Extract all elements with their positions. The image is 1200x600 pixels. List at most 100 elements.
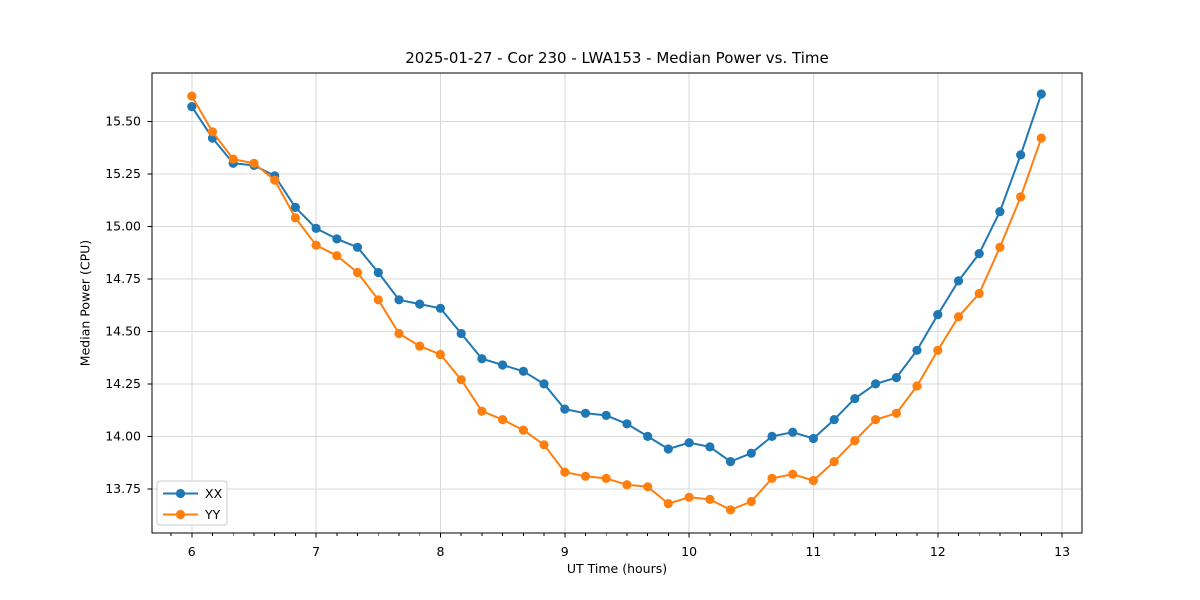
data-point-yy: [829, 457, 839, 467]
data-point-yy: [228, 154, 238, 164]
x-tick-label: 10: [681, 544, 697, 559]
data-point-yy: [290, 213, 300, 223]
data-point-yy: [560, 467, 570, 477]
data-point-xx: [891, 373, 902, 383]
data-point-yy: [270, 175, 280, 185]
data-point-yy: [850, 436, 860, 446]
data-point-xx: [684, 438, 694, 448]
data-point-xx: [518, 366, 529, 376]
data-point-xx: [622, 419, 632, 429]
data-point-yy: [539, 440, 549, 450]
legend-marker-yy: [175, 509, 186, 520]
data-point-xx: [643, 431, 653, 441]
data-point-yy: [953, 312, 964, 322]
x-tick-label: 11: [805, 544, 821, 559]
x-tick-label: 7: [312, 544, 320, 559]
data-point-xx: [705, 442, 715, 452]
data-point-yy: [1016, 192, 1026, 202]
data-point-yy: [933, 345, 943, 355]
data-point-xx: [808, 433, 819, 444]
data-point-yy: [788, 469, 798, 479]
legend-marker-xx: [175, 488, 186, 499]
data-point-xx: [850, 394, 860, 404]
x-tick-label: 6: [188, 544, 196, 559]
data-point-yy: [912, 381, 922, 391]
data-point-yy: [373, 295, 383, 305]
data-point-xx: [539, 379, 549, 389]
data-point-xx: [601, 410, 611, 420]
data-point-xx: [477, 354, 487, 364]
data-point-xx: [1016, 150, 1026, 160]
data-point-xx: [394, 295, 404, 305]
y-tick-label: 14.75: [105, 271, 141, 286]
plot-border: [151, 72, 1083, 534]
data-point-xx: [352, 242, 363, 252]
data-point-yy: [974, 288, 984, 299]
data-point-xx: [871, 379, 881, 389]
chart-title: 2025-01-27 - Cor 230 - LWA153 - Median P…: [405, 49, 829, 67]
data-point-xx: [560, 404, 570, 414]
data-point-yy: [995, 242, 1005, 252]
data-point-xx: [456, 328, 466, 339]
data-point-xx: [912, 345, 922, 355]
data-point-xx: [373, 267, 383, 278]
data-point-yy: [352, 267, 363, 278]
data-point-yy: [332, 251, 342, 261]
data-point-yy: [705, 494, 715, 504]
series-line-xx: [190, 93, 1043, 463]
data-point-yy: [518, 425, 529, 435]
data-point-xx: [311, 223, 321, 233]
x-tick-label: 13: [1054, 544, 1070, 559]
data-point-xx: [1036, 89, 1046, 99]
data-point-yy: [498, 415, 508, 425]
data-point-xx: [995, 207, 1005, 217]
legend-label-yy: YY: [204, 507, 221, 522]
data-point-yy: [311, 240, 321, 250]
data-point-xx: [746, 448, 756, 458]
data-point-yy: [643, 482, 653, 492]
data-point-xx: [767, 431, 777, 441]
x-tick-label: 12: [930, 544, 946, 559]
data-point-xx: [435, 303, 445, 313]
x-tick-label: 8: [436, 544, 444, 559]
y-tick-label: 14.50: [105, 324, 141, 339]
data-point-yy: [808, 475, 819, 486]
data-point-yy: [663, 499, 673, 509]
data-point-yy: [415, 341, 425, 351]
series-line-yy: [190, 95, 1043, 511]
data-point-yy: [187, 91, 197, 101]
data-point-yy: [435, 349, 445, 360]
data-point-yy: [249, 158, 259, 168]
x-tick-label: 9: [561, 544, 569, 559]
y-tick-label: 14.25: [105, 376, 141, 391]
data-point-yy: [725, 505, 736, 515]
data-point-yy: [1036, 133, 1046, 143]
data-point-xx: [829, 415, 839, 425]
data-point-xx: [933, 310, 943, 320]
y-tick-label: 14.00: [105, 429, 141, 444]
data-point-xx: [953, 276, 964, 286]
data-point-xx: [290, 202, 300, 212]
y-tick-label: 13.75: [105, 481, 141, 496]
data-point-yy: [871, 415, 881, 425]
data-point-yy: [394, 328, 404, 339]
data-point-yy: [580, 471, 591, 481]
data-point-xx: [663, 444, 673, 454]
data-point-yy: [477, 406, 487, 416]
data-point-yy: [746, 496, 756, 507]
y-tick-label: 15.25: [105, 166, 141, 181]
data-point-xx: [415, 299, 425, 309]
data-point-yy: [456, 375, 466, 385]
data-point-xx: [498, 360, 508, 370]
data-point-xx: [187, 102, 197, 112]
x-axis-title: UT Time (hours): [566, 561, 668, 576]
data-point-yy: [622, 480, 632, 490]
data-point-yy: [207, 127, 218, 137]
data-point-yy: [767, 473, 777, 483]
data-point-xx: [974, 249, 984, 259]
legend-label-xx: XX: [205, 486, 223, 501]
data-point-xx: [725, 457, 736, 467]
data-point-yy: [601, 473, 611, 483]
y-tick-label: 15.50: [105, 114, 141, 129]
